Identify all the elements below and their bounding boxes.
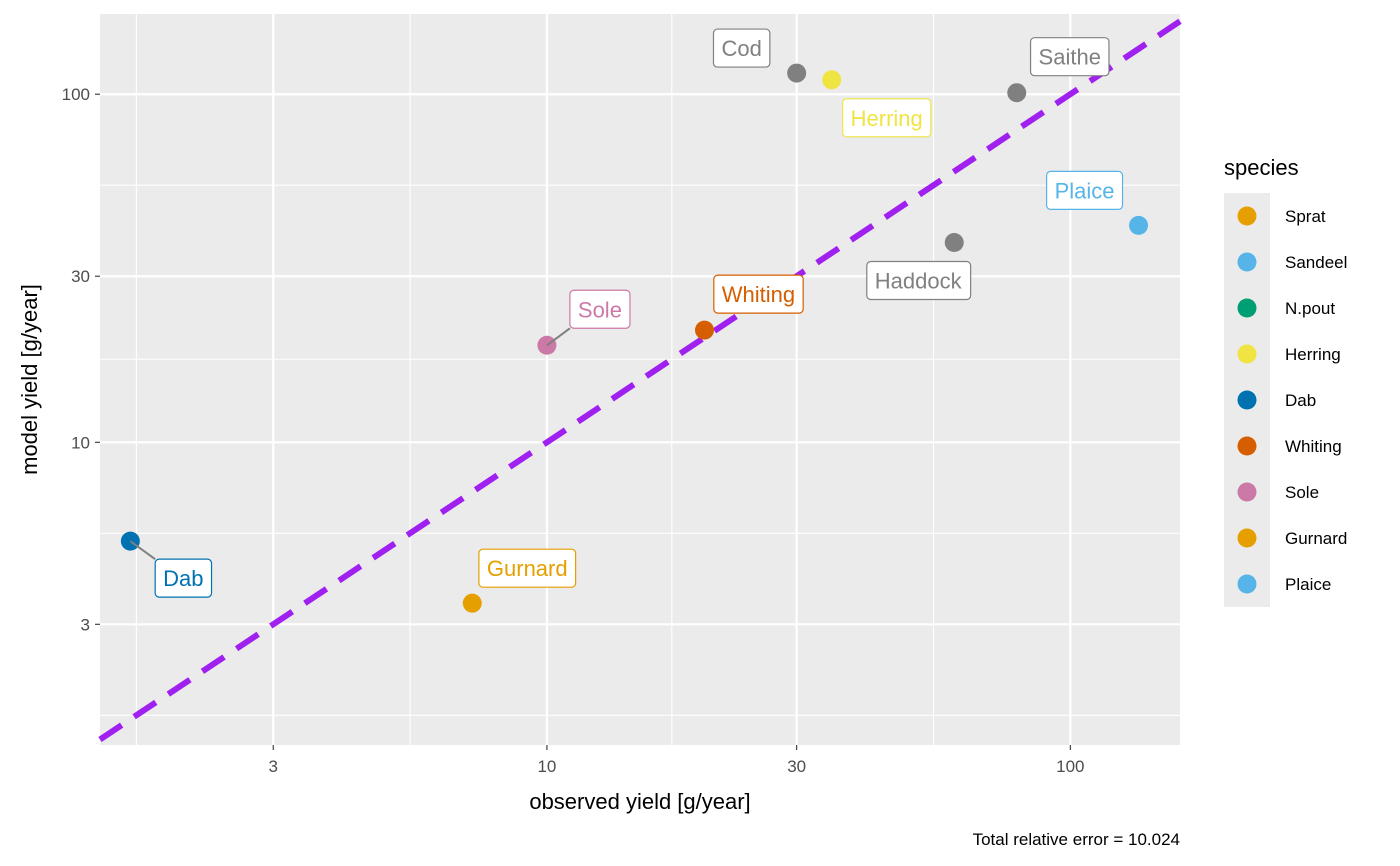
point-saithe	[1007, 83, 1027, 103]
point-label-box	[1045, 170, 1124, 210]
legend-label: Herring	[1285, 345, 1341, 364]
y-tick-label: 30	[71, 267, 90, 286]
legend-key	[1237, 390, 1257, 410]
legend-label: Sandeel	[1285, 253, 1347, 272]
point-label-haddock: Haddock	[866, 260, 972, 301]
point-label-text: Cod	[721, 36, 761, 61]
point-label-text: Herring	[851, 106, 923, 131]
point-label-text: Plaice	[1055, 178, 1115, 203]
legend-key	[1237, 344, 1257, 364]
point-label-text: Whiting	[722, 282, 795, 307]
point-label-box	[154, 558, 213, 598]
legend-label: Sprat	[1285, 207, 1326, 226]
legend-label: Sole	[1285, 483, 1319, 502]
point-label-text: Haddock	[875, 268, 963, 293]
point-label-herring: Herring	[842, 98, 932, 138]
point-label-whiting: Whiting	[713, 274, 804, 314]
legend-key	[1237, 528, 1257, 548]
y-tick-label: 100	[62, 85, 90, 104]
legend-key	[1237, 206, 1257, 226]
point-label-box	[712, 28, 771, 68]
point-plaice	[1129, 215, 1149, 235]
y-axis-title: model yield [g/year]	[17, 284, 42, 475]
point-labels: Cod Herring Saithe Plaice Haddock Whiting Sole…	[129, 28, 1124, 598]
legend-item-sole: Sole	[1237, 482, 1319, 502]
point-label-leader	[546, 327, 571, 347]
point-label-text: Dab	[163, 566, 203, 591]
minor-gridlines	[100, 14, 1180, 745]
legend-title: species	[1224, 155, 1299, 180]
legend: species Sprat Sandeel N.pout Herring Dab Whit…	[1224, 155, 1347, 607]
data-points	[120, 63, 1149, 613]
point-cod	[787, 63, 807, 83]
point-label-saithe: Saithe	[1029, 37, 1110, 77]
legend-key	[1237, 574, 1257, 594]
y-tick-label: 3	[81, 615, 90, 634]
point-label-text: Sole	[578, 297, 622, 322]
x-tick-label: 3	[269, 757, 278, 776]
legend-label: Plaice	[1285, 575, 1331, 594]
legend-label: Gurnard	[1285, 529, 1347, 548]
point-whiting	[694, 320, 714, 340]
point-label-box	[713, 274, 804, 314]
legend-item-sandeel: Sandeel	[1237, 252, 1347, 272]
point-label-box	[842, 98, 932, 138]
point-label-box	[569, 289, 631, 329]
x-tick-label: 10	[537, 757, 556, 776]
point-label-text: Gurnard	[487, 556, 568, 581]
caption-total-error: Total relative error = 10.024	[973, 830, 1180, 849]
y-tick-label: 10	[71, 433, 90, 452]
point-label-gurnard: Gurnard	[478, 548, 577, 588]
legend-key	[1237, 252, 1257, 272]
x-tick-label: 30	[787, 757, 806, 776]
legend-label: Whiting	[1285, 437, 1342, 456]
point-label-plaice: Plaice	[1045, 170, 1124, 210]
point-label-box	[866, 260, 972, 301]
point-haddock	[944, 232, 964, 252]
legend-key	[1237, 298, 1257, 318]
legend-item-n-pout: N.pout	[1237, 298, 1335, 318]
legend-item-herring: Herring	[1237, 344, 1341, 364]
legend-item-dab: Dab	[1237, 390, 1316, 410]
point-herring	[822, 70, 842, 90]
legend-items: Sprat Sandeel N.pout Herring Dab Whiting Sole G…	[1237, 206, 1347, 594]
point-label-dab: Dab	[154, 558, 213, 598]
x-tick-label: 100	[1056, 757, 1084, 776]
identity-reference-line	[98, 18, 1182, 743]
x-axis-ticks: 3 10 30 100	[269, 745, 1085, 776]
x-axis-title: observed yield [g/year]	[529, 789, 750, 814]
legend-item-gurnard: Gurnard	[1237, 528, 1347, 548]
point-gurnard	[462, 593, 482, 613]
point-label-box	[478, 548, 577, 588]
point-label-leader	[129, 540, 156, 560]
legend-label: N.pout	[1285, 299, 1335, 318]
legend-item-sprat: Sprat	[1237, 206, 1326, 226]
plot-panel	[100, 14, 1180, 745]
y-axis-ticks: 3 10 30 100	[62, 85, 100, 634]
point-label-text: Saithe	[1039, 45, 1101, 70]
legend-item-plaice: Plaice	[1237, 574, 1331, 594]
point-label-cod: Cod	[712, 28, 771, 68]
legend-label: Dab	[1285, 391, 1316, 410]
point-label-sole: Sole	[569, 289, 631, 329]
legend-item-whiting: Whiting	[1237, 436, 1342, 456]
major-gridlines	[100, 14, 1180, 745]
legend-key	[1237, 436, 1257, 456]
legend-key	[1237, 482, 1257, 502]
point-label-box	[1029, 37, 1110, 77]
